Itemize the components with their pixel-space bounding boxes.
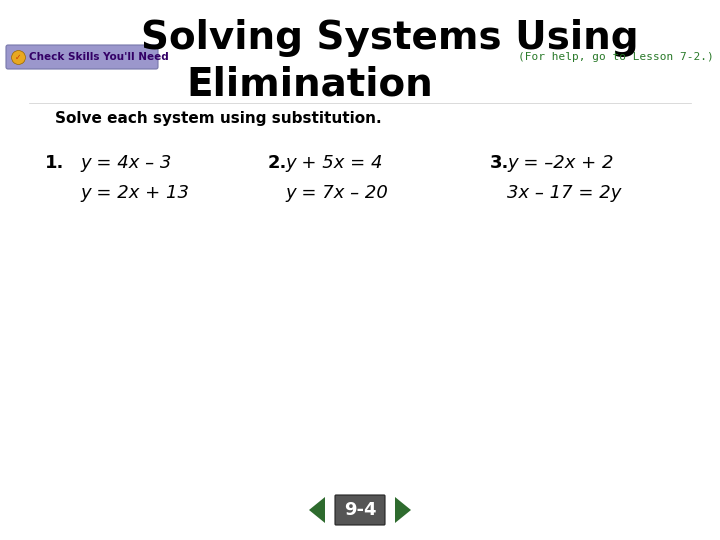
Text: 3x – 17 = 2y: 3x – 17 = 2y: [507, 184, 621, 202]
Text: 3.: 3.: [490, 154, 509, 172]
Text: 2.: 2.: [268, 154, 287, 172]
Text: y = –2x + 2: y = –2x + 2: [507, 154, 613, 172]
Text: Check Skills You'll Need: Check Skills You'll Need: [29, 52, 168, 62]
Text: Elimination: Elimination: [186, 66, 433, 104]
Text: y = 4x – 3: y = 4x – 3: [80, 154, 171, 172]
Text: (For help, go to Lesson 7-2.): (For help, go to Lesson 7-2.): [518, 52, 714, 62]
Polygon shape: [395, 497, 411, 523]
Text: 1.: 1.: [45, 154, 64, 172]
Polygon shape: [309, 497, 325, 523]
Text: y + 5x = 4: y + 5x = 4: [285, 154, 382, 172]
Text: y = 2x + 13: y = 2x + 13: [80, 184, 189, 202]
FancyBboxPatch shape: [6, 45, 158, 69]
Text: Solve each system using substitution.: Solve each system using substitution.: [55, 111, 382, 125]
Text: ✓: ✓: [15, 52, 21, 62]
Text: 9-4: 9-4: [343, 501, 377, 519]
FancyBboxPatch shape: [335, 495, 385, 525]
Text: Solving Systems Using: Solving Systems Using: [141, 19, 639, 57]
Text: y = 7x – 20: y = 7x – 20: [285, 184, 388, 202]
